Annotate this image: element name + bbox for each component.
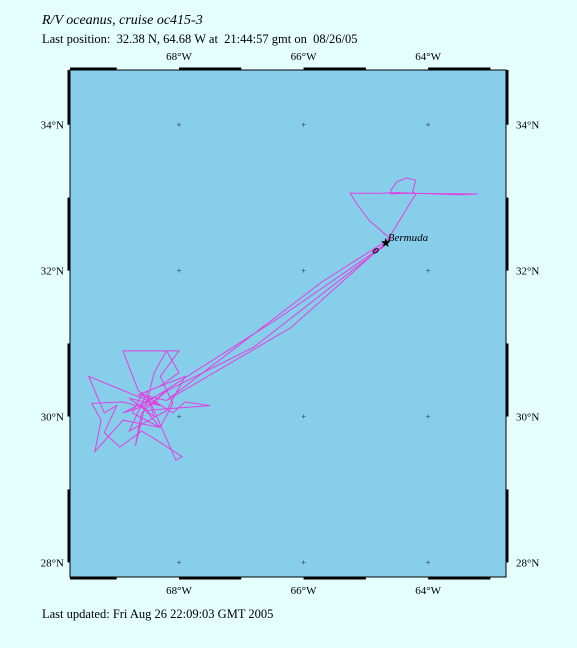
lat-tick-label-left: 34°N xyxy=(41,120,64,132)
last-updated-text: Last updated: Fri Aug 26 22:09:03 GMT 20… xyxy=(42,607,274,621)
graticule-crosses xyxy=(177,122,431,565)
last-position-text: Last position: 32.38 N, 64.68 W at 21:44… xyxy=(42,32,358,46)
place-label-bermuda: Bermuda xyxy=(388,232,429,244)
star-icon xyxy=(381,237,391,247)
island-outline xyxy=(372,248,379,254)
graticule-cross xyxy=(426,560,431,565)
graticule-cross xyxy=(426,122,431,127)
lon-tick-label-bottom: 68°W xyxy=(166,585,192,597)
map-frame xyxy=(67,67,509,580)
graticule-cross xyxy=(301,122,306,127)
graticule-cross xyxy=(426,414,431,419)
graticule-cross xyxy=(426,268,431,273)
lon-tick-label-top: 64°W xyxy=(415,51,441,63)
graticule-cross xyxy=(177,560,181,565)
lat-tick-label-left: 32°N xyxy=(41,266,64,278)
lat-tick-label-right: 28°N xyxy=(516,557,539,569)
lat-tick-label-right: 32°N xyxy=(516,266,539,278)
graticule-cross xyxy=(177,122,181,127)
lon-tick-label-top: 66°W xyxy=(291,51,317,63)
lon-tick-label-bottom: 64°W xyxy=(415,585,441,597)
graticule-cross xyxy=(301,414,306,419)
ocean-area xyxy=(70,70,506,577)
lat-tick-label-left: 28°N xyxy=(41,557,64,569)
graticule-cross xyxy=(177,268,181,273)
lat-tick-label-right: 30°N xyxy=(516,412,539,424)
graticule-cross xyxy=(301,560,306,565)
page-title: R/V oceanus, cruise oc415-3 xyxy=(42,13,203,28)
last-position-star-icon xyxy=(372,237,391,254)
lat-tick-label-left: 30°N xyxy=(41,412,64,424)
frame-border xyxy=(69,69,507,578)
lon-tick-label-bottom: 66°W xyxy=(291,585,317,597)
graticule-cross xyxy=(177,414,181,419)
ship-track xyxy=(87,177,479,462)
lon-tick-label-top: 68°W xyxy=(166,51,192,63)
graticule-cross xyxy=(301,268,306,273)
axis-tick-labels: 68°W 68°W 66°W 66°W 64°W 64°W 34°N 34°N 32°N 32°N… xyxy=(41,51,540,597)
lat-tick-label-right: 34°N xyxy=(516,120,539,132)
